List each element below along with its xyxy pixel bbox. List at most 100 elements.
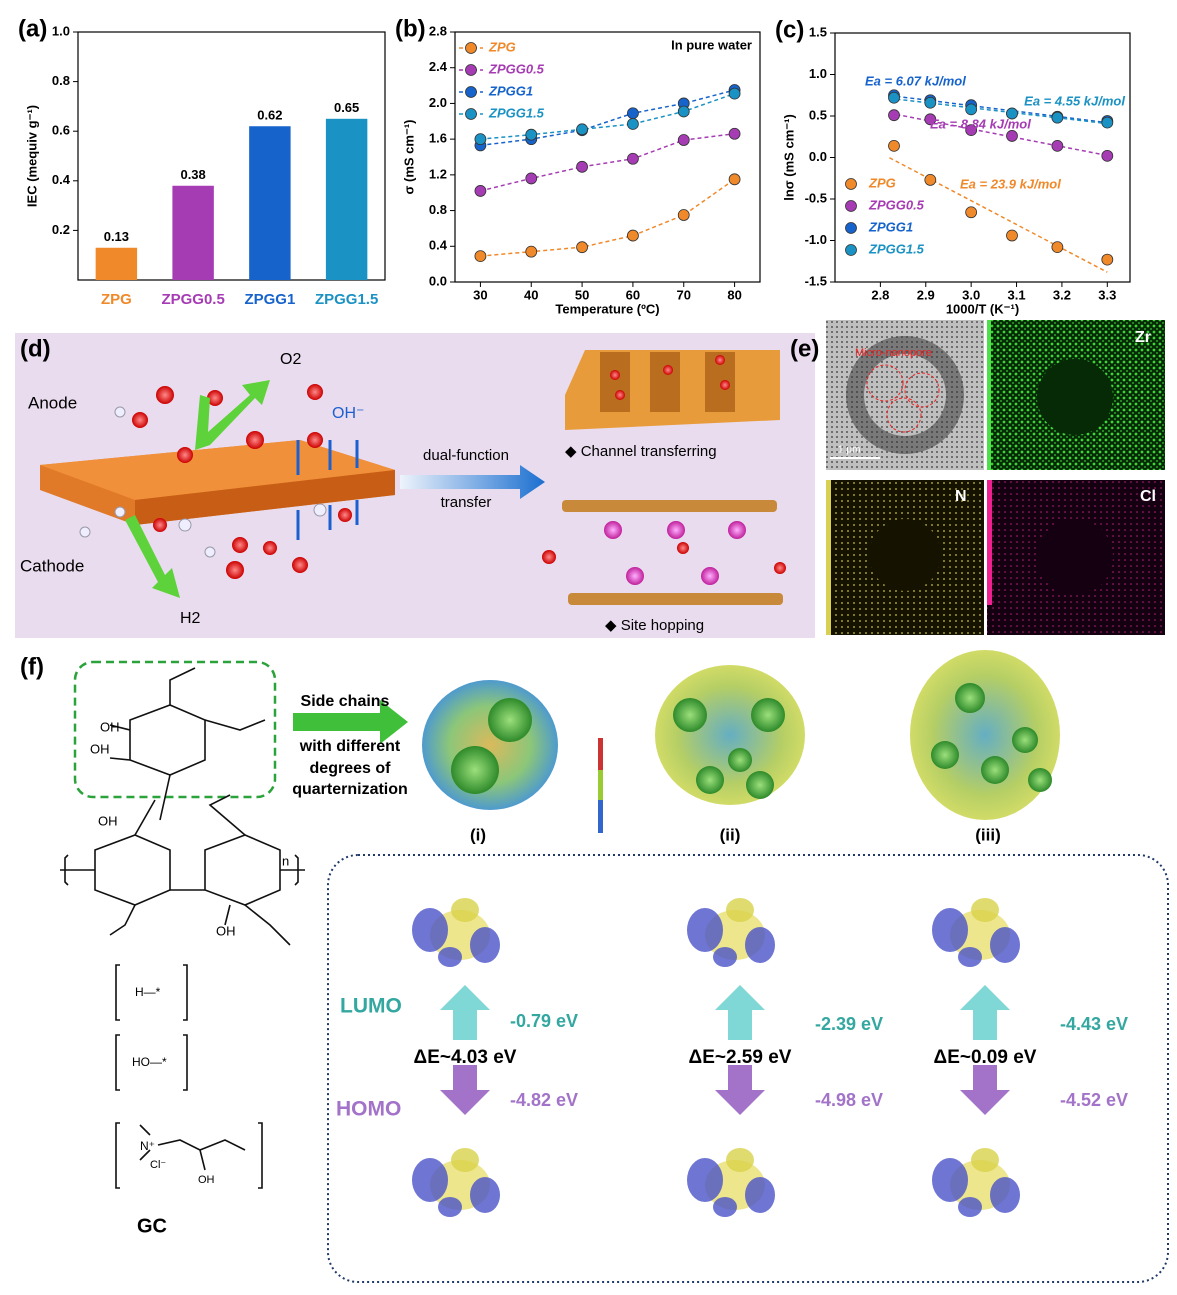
panel-f: (f) OH OH OH OH n H—* HO—* N⁺ Cl⁻ OH GC … bbox=[20, 650, 1169, 1283]
point bbox=[728, 127, 741, 140]
value-label: 0.13 bbox=[104, 229, 129, 244]
x-tick-label: 3.3 bbox=[1098, 287, 1116, 302]
y-tick-label: 1.5 bbox=[809, 24, 827, 39]
orbital-lobe bbox=[745, 927, 775, 963]
orbital-lobe bbox=[451, 898, 479, 922]
plate bbox=[562, 500, 777, 512]
orbitals: ΔE~4.03 eV -0.79 eV -4.82 eV ΔE~2.59 eV -2.3… bbox=[412, 898, 1128, 1217]
x-tick-label: 50 bbox=[575, 287, 589, 302]
point bbox=[1051, 111, 1064, 124]
o2-arrow bbox=[195, 380, 270, 450]
point bbox=[525, 172, 538, 185]
orbital-lobe bbox=[971, 898, 999, 922]
orbital-lobe bbox=[713, 1197, 737, 1217]
y-tick-label: 0.8 bbox=[52, 73, 70, 88]
oh-label: OH⁻ bbox=[332, 405, 364, 422]
structure-labels: OH OH OH OH n bbox=[90, 719, 289, 938]
atom-ball bbox=[488, 698, 532, 742]
element-label: Zr bbox=[1135, 329, 1151, 346]
y-axis-label: lnσ (mS cm⁻¹) bbox=[781, 114, 796, 201]
homo-energy: -4.52 eV bbox=[1060, 1090, 1128, 1110]
molecules bbox=[132, 384, 352, 579]
atom: OH bbox=[100, 719, 120, 734]
point bbox=[1101, 149, 1114, 162]
y-tick-label: 1.0 bbox=[52, 23, 70, 38]
point bbox=[1101, 253, 1114, 266]
point bbox=[1101, 116, 1114, 129]
legend-label: ZPGG0.5 bbox=[868, 197, 925, 212]
arrow-label: dual-function bbox=[423, 447, 509, 464]
esp-surface bbox=[655, 665, 805, 805]
legend-marker bbox=[465, 86, 477, 98]
point bbox=[474, 250, 487, 263]
oh-arrows bbox=[296, 440, 359, 540]
atom: OH bbox=[98, 813, 118, 828]
element-label: N bbox=[955, 488, 967, 505]
y-tick-label: 1.6 bbox=[429, 131, 447, 146]
x-tick-label: 3.0 bbox=[962, 287, 980, 302]
y-tick-label: 0.2 bbox=[52, 222, 70, 237]
atom: n bbox=[282, 853, 289, 868]
point bbox=[924, 174, 937, 186]
legend-marker bbox=[845, 244, 857, 256]
y-tick-label: 0.0 bbox=[429, 273, 447, 288]
map-hole bbox=[1037, 359, 1113, 435]
annotation: Ea = 6.07 kJ/mol bbox=[865, 73, 966, 88]
orbital-lobe bbox=[726, 898, 754, 922]
side-text: quarternization bbox=[292, 781, 408, 798]
lumo-label: LUMO bbox=[340, 995, 402, 1018]
group: H—* bbox=[135, 985, 161, 999]
legend-label: ZPG bbox=[488, 39, 516, 54]
structure bbox=[60, 667, 305, 1189]
side-text: with different bbox=[299, 738, 401, 755]
annotation: Ea = 4.55 kJ/mol bbox=[1024, 93, 1125, 108]
model-label: (i) bbox=[470, 825, 486, 844]
homo-arrow bbox=[715, 1065, 765, 1115]
point bbox=[627, 118, 639, 130]
group: N⁺ bbox=[140, 1139, 155, 1153]
point bbox=[888, 91, 900, 104]
x-axis-label: Temperature (ºC) bbox=[555, 301, 659, 316]
plot-frame bbox=[454, 31, 761, 283]
point bbox=[474, 133, 487, 146]
homo-arrow bbox=[440, 1065, 490, 1115]
value-label: 0.62 bbox=[257, 108, 282, 123]
gap-label: ΔE~2.59 eV bbox=[689, 1047, 792, 1068]
orbital-lobe bbox=[932, 1158, 968, 1202]
membrane-top bbox=[40, 440, 395, 500]
y-tick-label: -1.0 bbox=[805, 232, 827, 247]
legend-label: ZPG bbox=[868, 175, 896, 190]
legend-marker bbox=[465, 64, 477, 76]
orbital-lobe bbox=[470, 1177, 500, 1213]
x-tick-label: 80 bbox=[727, 287, 741, 302]
x-tick-label: 70 bbox=[677, 287, 691, 302]
orbital-lobe bbox=[745, 1177, 775, 1213]
panel-label: (a) bbox=[18, 15, 47, 42]
color-bar bbox=[987, 320, 991, 470]
model-label: (ii) bbox=[720, 825, 741, 844]
y-axis-label: σ (mS cm⁻¹) bbox=[401, 120, 416, 195]
x-tick-label: 30 bbox=[473, 287, 487, 302]
cathode-label: Cathode bbox=[20, 556, 84, 575]
point bbox=[1051, 241, 1064, 254]
bar bbox=[249, 126, 291, 281]
x-tick-label: ZPGG1 bbox=[244, 291, 295, 308]
point bbox=[677, 134, 690, 146]
orbital-lobe bbox=[438, 947, 462, 967]
value-label: 0.38 bbox=[180, 167, 205, 182]
group: HO—* bbox=[132, 1055, 167, 1069]
panel-label: (d) bbox=[20, 335, 51, 362]
atom-balls bbox=[931, 683, 1052, 792]
panel-e: (e) Micro-nanopore 1 μm Zr N Cl bbox=[790, 320, 1165, 635]
x-tick-label: ZPGG1.5 bbox=[315, 291, 378, 308]
point bbox=[576, 160, 588, 173]
scale-label: 1 μm bbox=[838, 445, 860, 456]
point bbox=[924, 113, 937, 126]
point bbox=[728, 173, 741, 186]
lumo-energy: -0.79 eV bbox=[510, 1011, 578, 1031]
y-tick-label: 0.0 bbox=[809, 149, 827, 164]
group: OH bbox=[198, 1174, 215, 1186]
point bbox=[474, 185, 487, 197]
y-axis-label: IEC (mequiv g⁻¹) bbox=[24, 105, 39, 207]
x-tick-label: 2.9 bbox=[917, 287, 935, 302]
